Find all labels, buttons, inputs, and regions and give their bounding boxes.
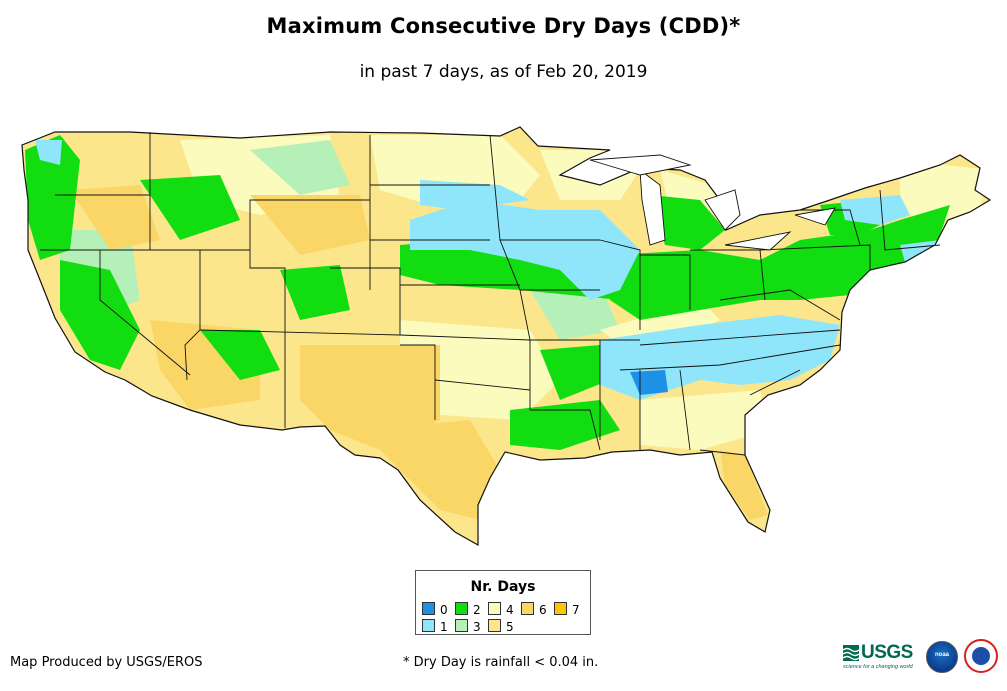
cdd-zone-louisiana (510, 400, 620, 450)
cdd-zone-pacific-nw (25, 135, 80, 260)
map-subtitle: in past 7 days, as of Feb 20, 2019 (359, 62, 648, 82)
state-line-ca-nv (99, 250, 191, 376)
lake-ontario (794, 207, 836, 226)
legend-swatch-1 (422, 619, 435, 632)
legend-label-7: 7 (572, 603, 580, 617)
legend-label-3: 3 (473, 620, 481, 634)
legend-item-3: 3 (455, 619, 481, 634)
state-line-sc (749, 369, 801, 396)
cdd-zone-texas (360, 420, 500, 520)
state-line-ne-ks (330, 267, 520, 286)
state-line-fl (699, 449, 746, 456)
lake-superior (589, 154, 692, 176)
state-line-in (640, 254, 691, 310)
cdd-zone-mississippi (630, 370, 668, 395)
credit-text: Map Produced by USGS/EROS (10, 655, 203, 670)
cdd-zone-ohio-valley (610, 205, 950, 320)
footnote-text: * Dry Day is rainfall < 0.04 in. (403, 655, 599, 670)
legend-swatch-5 (488, 619, 501, 632)
usgs-mark-icon (843, 645, 859, 661)
legend-label-5: 5 (506, 620, 514, 634)
noaa-logo: noaa (926, 641, 958, 673)
state-line-ny (800, 209, 861, 246)
cdd-zone-maine (900, 160, 990, 225)
legend-item-0: 0 (422, 602, 448, 617)
cdd-zone-sd-band (420, 180, 530, 210)
state-line-pa (759, 244, 871, 270)
legend-swatch-0 (422, 602, 435, 615)
state-line-al-ga (679, 369, 691, 451)
nws-emblem-icon (972, 647, 990, 665)
usgs-wordmark: USGS (861, 642, 913, 663)
legend-swatch-7 (554, 602, 567, 615)
cdd-zone-oregon (70, 185, 160, 250)
state-line-ar-la (530, 409, 601, 451)
map-title: Maximum Consecutive Dry Days (CDD)* (266, 14, 741, 38)
cdd-zone-arkansas (540, 345, 610, 400)
lake-michigan (639, 169, 666, 246)
state-line-tn-south (619, 344, 841, 371)
usgs-tagline: science for a changing world (843, 664, 913, 670)
cdd-zone-wyoming (250, 195, 370, 255)
cdd-zone-colorado (280, 265, 350, 320)
legend-item-1: 1 (422, 619, 448, 634)
cdd-raster (22, 127, 990, 545)
legend-label-4: 4 (506, 603, 514, 617)
legend-swatch-3 (455, 619, 468, 632)
noaa-wordmark: noaa (934, 652, 949, 658)
state-boundaries (21, 126, 991, 546)
lake-erie (724, 231, 792, 251)
lake-huron (704, 189, 741, 231)
legend-swatch-4 (488, 602, 501, 615)
legend-swatch-6 (521, 602, 534, 615)
state-line-ut-wy (200, 199, 370, 251)
cdd-zone-georgia (640, 390, 770, 450)
state-line-tn-ky (639, 329, 841, 346)
cdd-zone-missouri (530, 285, 620, 340)
cdd-zone-california (60, 260, 140, 370)
legend-item-6: 6 (521, 602, 547, 617)
legend-label-6: 6 (539, 603, 547, 617)
state-line-ok-tx (434, 379, 531, 391)
cdd-zone-new-mexico (300, 345, 440, 450)
nws-logo (964, 639, 998, 673)
state-line-nm-tx (400, 344, 436, 420)
legend-item-5: 5 (488, 619, 514, 634)
cdd-zone-idaho (140, 175, 240, 240)
legend-item-7: 7 (554, 602, 580, 617)
usgs-logo: USGS science for a changing world (843, 642, 921, 672)
state-line-va-wv (719, 289, 841, 321)
state-line-nv-ut (184, 250, 201, 381)
legend-swatch-2 (455, 602, 468, 615)
legend-label-1: 1 (440, 620, 448, 634)
map-legend: Nr. Days 0 1 2 3 4 5 6 7 (415, 570, 591, 635)
legend-item-2: 2 (455, 602, 481, 617)
cdd-zone-vermont (840, 195, 910, 225)
state-line-four-corners (199, 329, 401, 336)
cdd-zone-florida (720, 450, 768, 520)
cdd-zone-olympic (35, 140, 62, 165)
cdd-zone-kansas-nebraska (400, 235, 620, 300)
state-line-new-england (879, 189, 941, 251)
legend-title: Nr. Days (470, 579, 536, 595)
legend-label-2: 2 (473, 603, 481, 617)
cdd-zone-iowa (410, 200, 640, 300)
state-line-ut-co (249, 250, 286, 330)
legend-label-0: 0 (440, 603, 448, 617)
cdd-zone-lower-mich (650, 195, 725, 250)
cdd-zone-az-central (200, 330, 280, 380)
state-line-ks-ok (399, 334, 531, 341)
state-line-il (599, 239, 641, 330)
cdd-zone-montana-east (250, 140, 350, 195)
legend-item-4: 4 (488, 602, 514, 617)
